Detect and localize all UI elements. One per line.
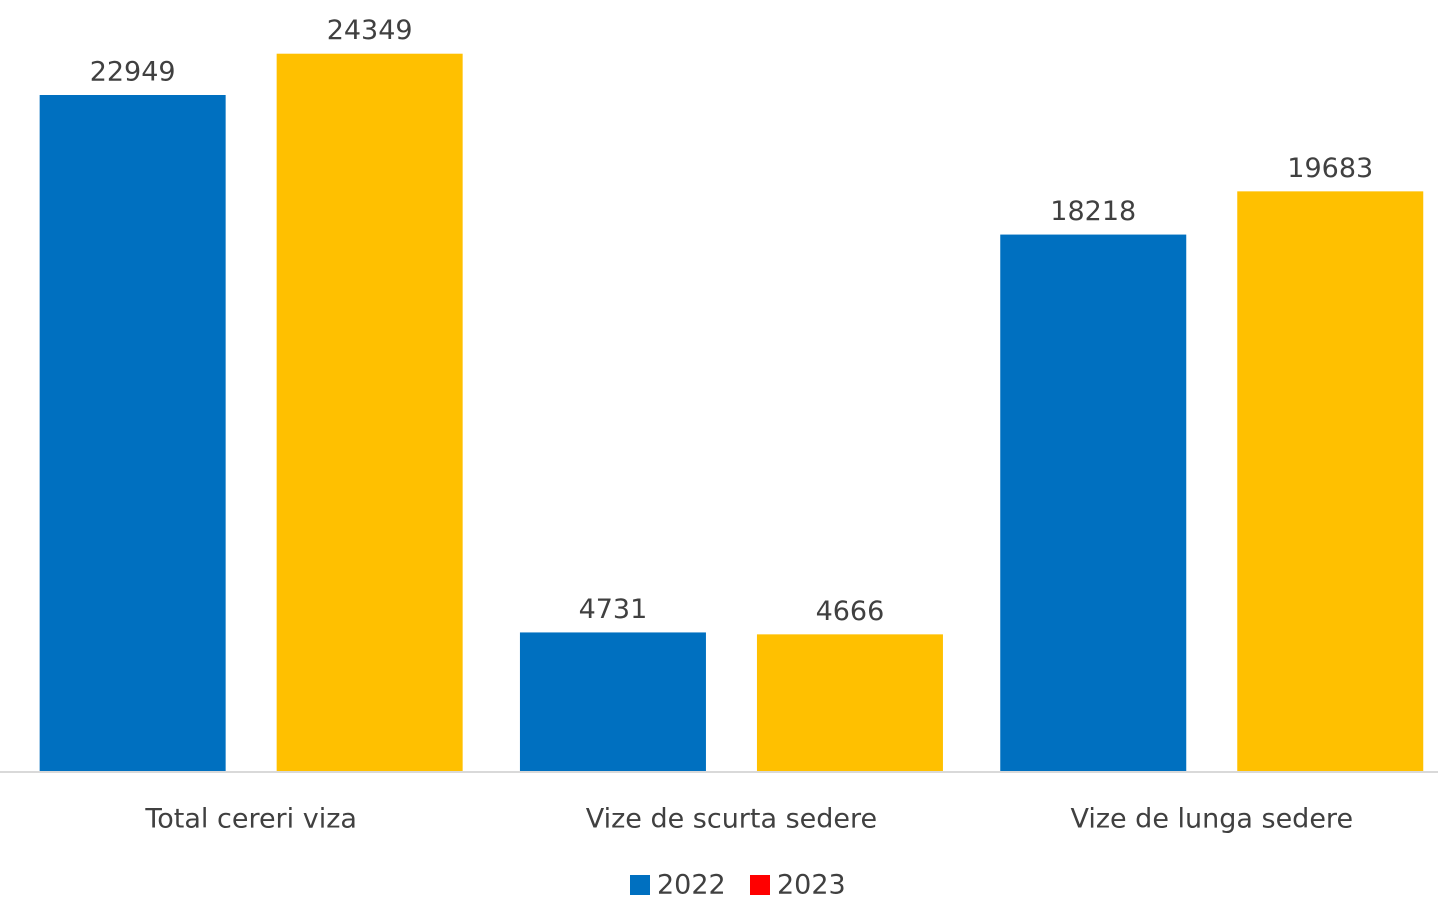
- data-label: 24349: [327, 15, 413, 46]
- data-label: 18218: [1050, 196, 1136, 227]
- bar: [756, 634, 943, 772]
- legend-label: 2022: [657, 870, 726, 897]
- bar: [1237, 191, 1424, 772]
- x-tick-label: Vize de scurta sedere: [586, 804, 877, 835]
- legend-swatch: [630, 875, 650, 895]
- legend-swatch: [750, 875, 770, 895]
- data-label: 22949: [90, 57, 176, 88]
- x-tick-label: Total cereri viza: [144, 804, 357, 835]
- x-tick-label: Vize de lunga sedere: [1070, 804, 1353, 835]
- data-label: 19683: [1287, 153, 1373, 184]
- legend-label: 2023: [777, 870, 846, 897]
- bar: [276, 53, 463, 773]
- data-label: 4666: [816, 596, 885, 627]
- bar: [519, 632, 706, 772]
- bar: [1000, 234, 1187, 773]
- bar: [39, 95, 226, 772]
- data-label: 4731: [579, 594, 648, 625]
